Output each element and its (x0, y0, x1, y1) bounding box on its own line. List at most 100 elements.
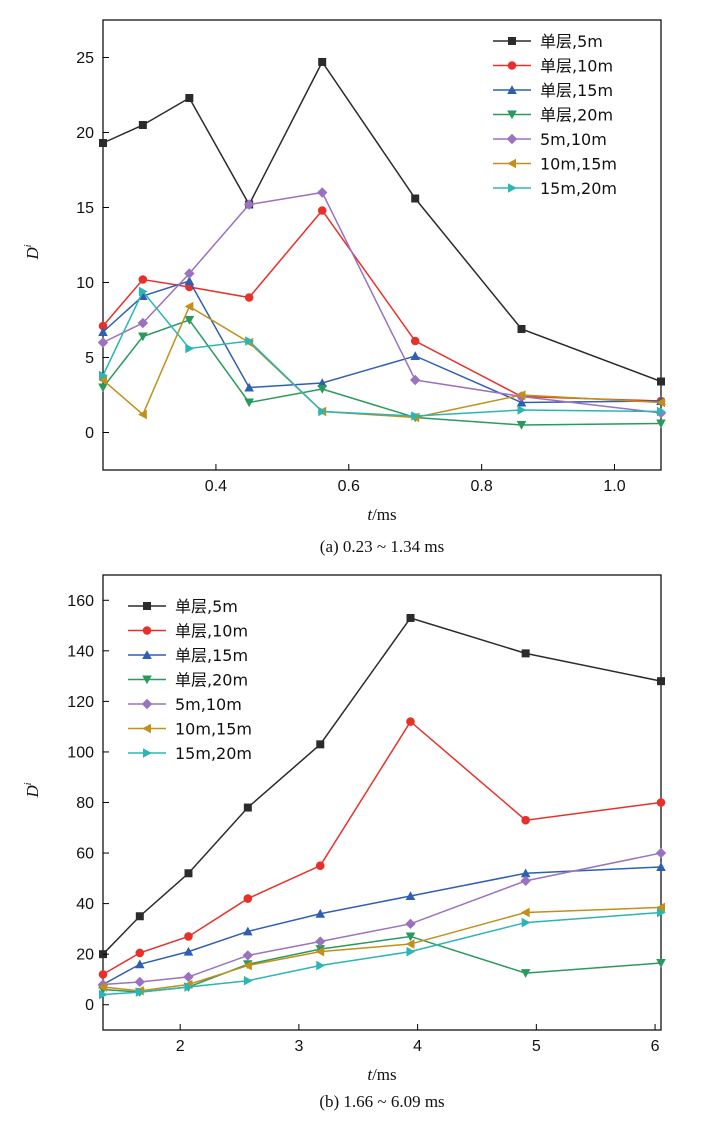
data-point-a-1 (138, 275, 148, 284)
legend-item-a-0: 单层,5m (493, 32, 603, 51)
data-point-b-4 (520, 875, 531, 887)
legend-marker-b-4 (141, 698, 153, 710)
caption-a: (a) 0.23 ~ 1.34 ms (320, 537, 444, 556)
data-point-b-6 (657, 907, 666, 918)
data-point-b-5 (656, 902, 665, 913)
y-axis-label-a-base: D (23, 247, 42, 261)
data-point-a-2 (244, 382, 254, 392)
data-point-b-5 (315, 946, 325, 957)
series-line-a-2 (102, 280, 662, 404)
series-line-a-5 (102, 305, 662, 419)
data-point-a-5 (98, 375, 107, 385)
x-tick-label-b: 3 (294, 1038, 303, 1055)
legend-marker-a-6 (508, 183, 517, 193)
data-point-a-5 (516, 390, 526, 400)
data-point-b-0 (243, 803, 252, 812)
series-a-3 (98, 316, 666, 430)
x-tick-label-b: 6 (651, 1038, 660, 1055)
y-tick-label-b: 40 (76, 896, 94, 913)
legend-marker-b-2 (142, 650, 152, 659)
data-point-a-4 (97, 337, 109, 348)
data-point-b-2 (405, 891, 416, 901)
plot-frame-b (102, 574, 662, 1031)
series-b-0 (99, 613, 665, 959)
data-point-b-5 (243, 960, 252, 971)
series-a-4 (97, 187, 667, 419)
y-tick-label-b: 160 (67, 593, 94, 610)
data-point-a-0 (99, 139, 107, 147)
x-axis-label-b: t/ms (367, 1065, 396, 1084)
data-point-b-6 (521, 917, 531, 928)
data-point-a-4 (184, 268, 195, 279)
y-axis-label-b-base: D (23, 785, 42, 799)
legend-label-a-6: 15m,20m (540, 179, 617, 198)
data-point-a-0 (411, 194, 420, 203)
legend-item-b-4: 5m,10m (128, 695, 242, 714)
legend-b: 单层,5m 单层,10m 单层,15m 单层,20m 5m,10m 10m,15m 15m,… (128, 597, 252, 763)
data-point-a-6 (138, 286, 148, 297)
data-point-a-0 (517, 325, 526, 333)
x-tick-label-a: 0.8 (471, 478, 493, 495)
legend-item-a-4: 5m,10m (493, 130, 607, 149)
legend-label-b-5: 10m,15m (175, 720, 252, 739)
legend-label-a-2: 单层,15m (540, 81, 613, 100)
data-point-a-6 (517, 405, 527, 415)
x-tick-label-b: 4 (413, 1038, 422, 1055)
data-point-b-1 (135, 948, 145, 958)
data-point-b-3 (656, 959, 666, 968)
data-point-b-0 (657, 677, 665, 686)
legend-label-a-0: 单层,5m (540, 32, 603, 51)
legend-item-b-2: 单层,15m (128, 646, 248, 665)
data-point-a-3 (656, 419, 666, 429)
data-point-b-0 (521, 649, 530, 658)
y-tick-label-a: 5 (85, 350, 94, 367)
legend-label-b-0: 单层,5m (175, 597, 238, 616)
series-line-a-1 (102, 209, 662, 402)
legend-item-b-5: 10m,15m (128, 720, 252, 739)
legend-marker-b-0 (143, 602, 151, 610)
legend-marker-b-6 (143, 748, 152, 758)
y-axis-label-a-sup: i (23, 244, 34, 247)
legend-item-a-5: 10m,15m (493, 155, 617, 174)
series-a-0 (99, 58, 665, 386)
data-point-a-2 (410, 351, 421, 360)
legend-marker-a-2 (507, 85, 517, 94)
legend-label-b-1: 单层,10m (175, 622, 248, 641)
series-group-a (97, 58, 667, 430)
legend-item-b-0: 单层,5m (128, 597, 238, 616)
data-point-a-6 (99, 370, 108, 381)
data-point-b-1 (98, 970, 108, 979)
data-point-a-3 (516, 421, 527, 430)
data-point-b-1 (243, 894, 253, 903)
data-point-b-6 (135, 987, 145, 997)
data-point-a-1 (244, 293, 254, 302)
data-point-b-0 (316, 740, 325, 749)
y-tick-label-a: 15 (76, 200, 94, 217)
data-point-a-3 (98, 383, 108, 393)
x-axis-label-b-unit: /ms (372, 1065, 397, 1084)
data-point-a-4 (317, 187, 328, 198)
legend-item-b-3: 单层,20m (128, 671, 248, 690)
series-line-b-2 (102, 866, 662, 986)
data-point-a-2 (98, 327, 108, 336)
series-b-5 (98, 902, 665, 996)
legend-marker-b-1 (142, 626, 152, 635)
series-group-b (97, 613, 667, 1000)
data-point-b-4 (183, 971, 194, 983)
series-line-a-4 (102, 191, 662, 414)
legend-label-a-4: 5m,10m (540, 130, 607, 149)
series-line-a-0 (102, 60, 662, 383)
x-tick-label-b: 5 (532, 1038, 541, 1055)
legend-marker-a-3 (507, 110, 517, 120)
data-point-b-5 (520, 907, 530, 918)
legend-marker-a-4 (506, 133, 518, 145)
legend-item-b-1: 单层,10m (128, 622, 248, 641)
data-point-a-5 (656, 397, 665, 408)
series-b-4 (97, 847, 667, 990)
data-point-a-0 (138, 121, 147, 129)
data-point-a-2 (184, 276, 195, 285)
y-tick-label-b: 80 (76, 795, 94, 812)
data-point-a-4 (410, 374, 421, 386)
legend-label-a-5: 10m,15m (540, 155, 617, 174)
